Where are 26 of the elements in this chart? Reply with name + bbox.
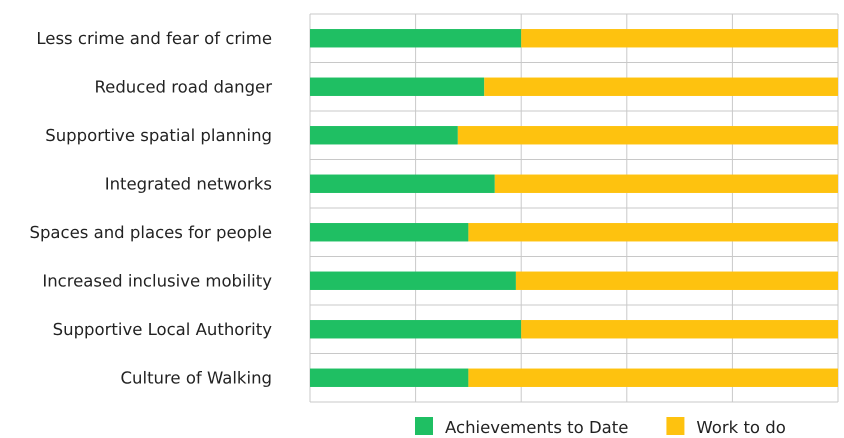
y-tick-label: Supportive Local Authority	[52, 320, 272, 340]
legend-label: Achievements to Date	[445, 418, 628, 437]
bar	[516, 272, 838, 290]
bar	[521, 29, 838, 48]
bar	[310, 126, 458, 144]
bar	[310, 78, 484, 96]
bar	[484, 78, 838, 96]
bar	[468, 223, 838, 242]
bar	[310, 368, 468, 387]
y-tick-label: Reduced road danger	[94, 78, 272, 97]
bar	[468, 368, 838, 387]
y-tick-label: Culture of Walking	[120, 368, 272, 388]
bar	[458, 126, 838, 144]
legend-label: Work to do	[696, 418, 786, 437]
y-tick-label: Integrated networks	[104, 174, 272, 194]
y-tick-label: Supportive spatial planning	[45, 126, 272, 146]
bar	[310, 272, 516, 290]
bar	[494, 174, 838, 193]
bar	[521, 320, 838, 338]
y-tick-label: Spaces and places for people	[29, 223, 272, 242]
y-tick-label: Increased inclusive mobility	[42, 272, 272, 291]
bar	[310, 223, 468, 242]
bar	[310, 29, 522, 48]
bar	[310, 174, 495, 193]
y-tick-label: Less crime and fear of crime	[36, 29, 272, 48]
bar	[310, 320, 522, 338]
